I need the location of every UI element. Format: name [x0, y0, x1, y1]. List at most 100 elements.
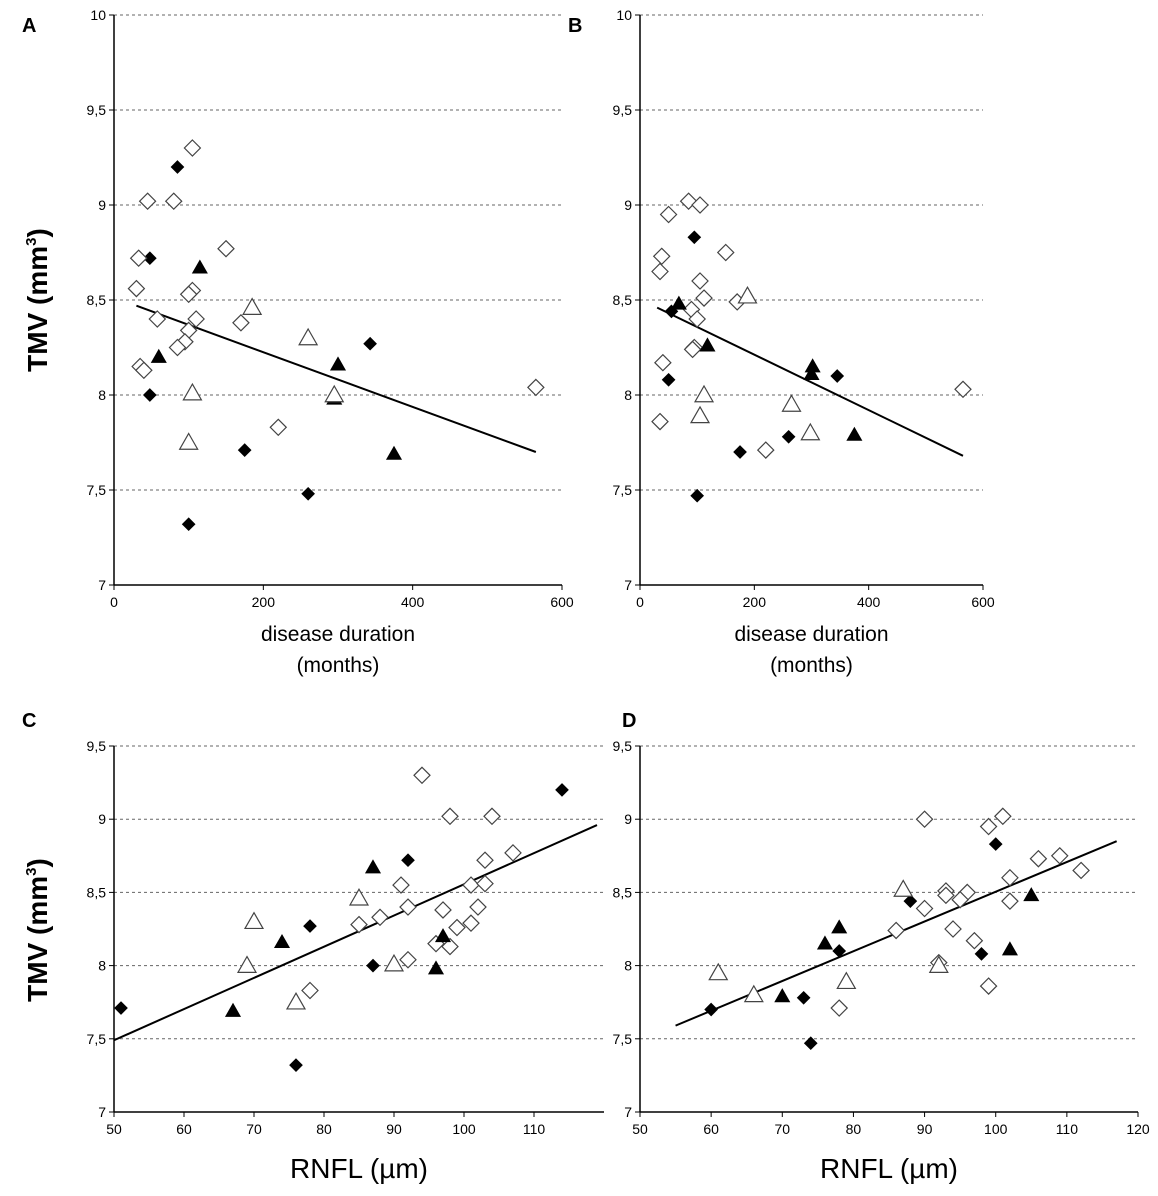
- point-d-open-diamond-4: [1050, 846, 1069, 865]
- point-a-filled-triangle-4: [385, 445, 403, 460]
- panel-a: A 7 7,5 8 8,5 9 9,5 10 0 200 400 600 disease duratio…: [22, 7, 574, 677]
- point-c-open-triangle-1: [243, 911, 265, 930]
- point-a-filled-diamond-0: [170, 160, 185, 174]
- x-tick-label-c-6: 110: [523, 1121, 546, 1137]
- series-c-1: [301, 766, 522, 1000]
- panel-letter-a: A: [22, 15, 36, 37]
- point-b-open-diamond-14: [651, 412, 669, 431]
- point-d-open-diamond-1: [993, 807, 1012, 826]
- point-d-open-diamond-18: [830, 999, 849, 1017]
- y-tick-label-a-4: 9: [98, 197, 106, 213]
- y-tick-label-d-5: 9,5: [613, 738, 633, 754]
- point-d-filled-triangle-1: [831, 919, 848, 934]
- point-c-open-diamond-11: [434, 901, 452, 919]
- y-tick-label-c-5: 9,5: [87, 738, 107, 754]
- y-tick-label-b-2: 8: [624, 387, 632, 403]
- point-a-filled-triangle-2: [329, 356, 347, 371]
- point-c-open-diamond-6: [476, 874, 494, 893]
- point-b-open-diamond-4: [651, 262, 669, 281]
- x-tick-label-d-5: 100: [984, 1121, 1008, 1137]
- point-c-filled-diamond-5: [289, 1058, 303, 1073]
- point-d-open-diamond-10: [951, 890, 969, 909]
- point-d-filled-triangle-0: [816, 935, 834, 950]
- x-tick-label-b-3: 600: [971, 594, 995, 610]
- point-d-filled-triangle-2: [1023, 887, 1040, 902]
- point-b-open-triangle-4: [800, 422, 821, 441]
- point-a-open-diamond-2: [164, 192, 183, 211]
- x-tick-label-c-5: 100: [452, 1121, 476, 1137]
- x-tick-label-d-3: 80: [846, 1121, 862, 1137]
- x-tick-label-d-0: 50: [632, 1121, 648, 1137]
- point-d-filled-triangle-3: [1001, 941, 1018, 956]
- point-c-open-triangle-2: [236, 955, 258, 973]
- point-b-open-triangle-0: [737, 285, 758, 304]
- y-tick-label-b-1: 7,5: [613, 482, 633, 498]
- x-axis-title-a: disease duration: [261, 623, 415, 646]
- point-b-open-diamond-5: [716, 243, 735, 262]
- point-a-open-triangle-4: [178, 432, 199, 450]
- point-c-open-diamond-18: [301, 981, 319, 1000]
- y-tick-label-c-4: 9: [98, 811, 106, 827]
- x-tick-label-b-1: 200: [743, 594, 767, 610]
- point-d-filled-diamond-6: [988, 837, 1003, 851]
- point-a-open-diamond-7: [179, 285, 198, 304]
- point-b-open-triangle-3: [689, 405, 711, 424]
- y-tick-label-c-0: 7: [98, 1104, 106, 1120]
- x-tick-label-c-4: 90: [386, 1121, 402, 1137]
- point-d-open-diamond-12: [915, 899, 934, 918]
- point-c-open-triangle-4: [285, 991, 307, 1010]
- x-tick-label-c-1: 60: [176, 1121, 192, 1137]
- point-a-open-diamond-10: [232, 313, 250, 332]
- y-tick-label-d-2: 8: [624, 958, 632, 974]
- point-c-filled-triangle-3: [427, 960, 445, 975]
- point-c-open-diamond-8: [350, 915, 368, 934]
- y-tick-label-a-1: 7,5: [87, 482, 107, 498]
- x-tick-label-b-0: 0: [636, 594, 644, 610]
- point-c-open-diamond-3: [504, 844, 522, 862]
- point-d-filled-diamond-4: [903, 894, 918, 909]
- x-axis-title-d: RNFL (µm): [820, 1153, 958, 1184]
- y-tick-label-a-5: 9,5: [87, 102, 107, 118]
- point-a-open-diamond-15: [135, 361, 153, 380]
- point-d-open-triangle-3: [836, 971, 857, 990]
- point-d-open-diamond-5: [1072, 861, 1090, 880]
- y-tick-label-d-4: 9: [624, 811, 632, 827]
- point-b-open-diamond-6: [691, 272, 709, 290]
- x-tick-label-a-3: 600: [550, 594, 574, 610]
- point-d-open-diamond-13: [887, 921, 905, 940]
- point-b-open-diamond-7: [695, 289, 713, 307]
- point-a-open-triangle-0: [242, 297, 263, 315]
- y-tick-label-c-3: 8,5: [87, 884, 107, 900]
- point-a-open-diamond-0: [183, 139, 202, 157]
- x-axis-subtitle-b: (months): [770, 654, 853, 677]
- point-b-filled-triangle-4: [846, 426, 863, 441]
- point-d-filled-diamond-0: [704, 1002, 718, 1017]
- point-c-open-diamond-12: [469, 898, 487, 916]
- series-d-0: [704, 837, 1003, 1051]
- point-b-open-diamond-15: [756, 441, 775, 459]
- point-b-filled-diamond-3: [830, 369, 845, 383]
- series-d-3: [708, 879, 949, 1003]
- x-tick-label-d-6: 110: [1056, 1121, 1079, 1137]
- point-a-open-diamond-3: [129, 249, 148, 268]
- point-d-filled-diamond-5: [974, 947, 989, 961]
- panel-b: B 7 7,5 8 8,5 9 9,5 10 0 200 400 600 disease duratio…: [568, 7, 995, 677]
- panel-c: C 7 7,5 8 8,5 9 9,5 50 60 70 80 90 100 110 RNFL (µm) TM…: [22, 710, 604, 1184]
- point-a-open-triangle-3: [182, 382, 203, 401]
- series-a-3: [178, 297, 345, 450]
- panel-letter-d: D: [622, 710, 636, 732]
- point-b-filled-triangle-3: [803, 365, 820, 380]
- point-a-open-diamond-9: [148, 310, 167, 328]
- y-tick-label-d-0: 7: [624, 1104, 632, 1120]
- point-c-open-diamond-2: [483, 807, 501, 826]
- point-a-open-triangle-1: [298, 327, 319, 346]
- point-d-open-triangle-1: [708, 962, 729, 981]
- point-c-open-diamond-14: [462, 914, 480, 932]
- series-c-3: [236, 888, 405, 1010]
- point-c-open-triangle-3: [383, 953, 405, 972]
- point-c-filled-diamond-1: [303, 919, 317, 933]
- point-b-filled-diamond-0: [687, 230, 702, 245]
- series-b-2: [670, 295, 863, 441]
- point-d-open-triangle-0: [893, 879, 914, 897]
- y-tick-label-c-2: 8: [98, 958, 106, 974]
